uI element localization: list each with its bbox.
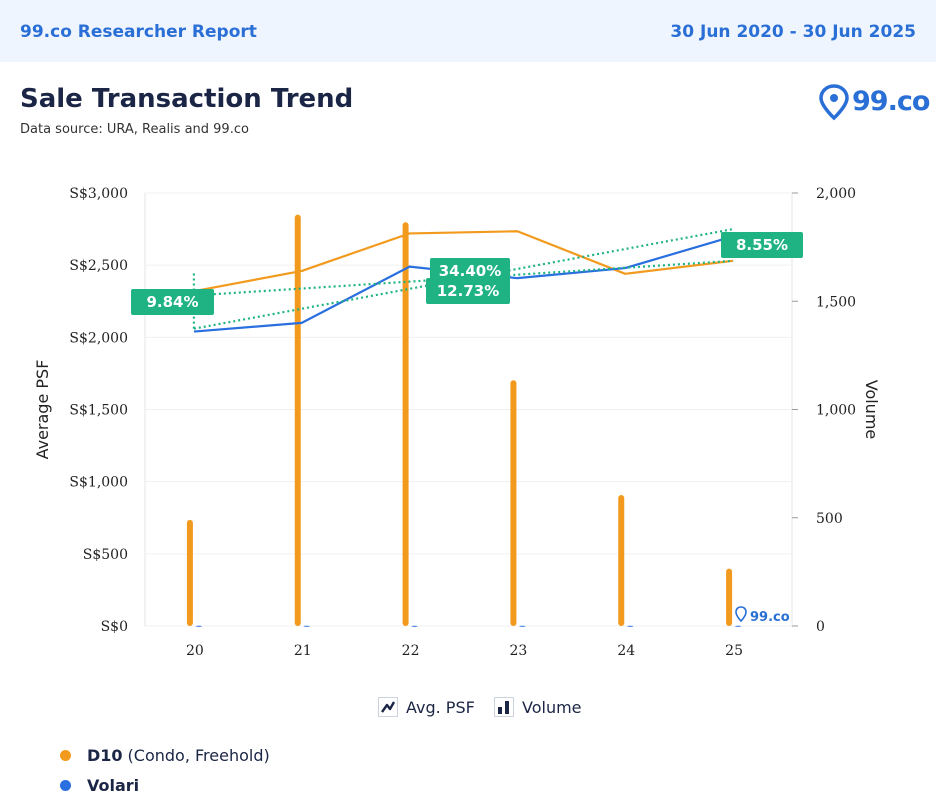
volume-bar-volari [195, 625, 202, 627]
y-tick-label: S$1,500 [69, 403, 128, 419]
x-tick-label: 25 [725, 643, 743, 659]
data-source: Data source: URA, Realis and 99.co [20, 122, 249, 137]
series-legend-d10[interactable]: D10 (Condo, Freehold) [60, 746, 270, 765]
change-badge-label: 8.55% [736, 236, 788, 254]
volume-bar-d10 [618, 495, 625, 626]
change-badge [721, 232, 803, 258]
y2-axis-title: Volume [862, 380, 881, 440]
volari-color-dot [60, 780, 71, 791]
x-tick-label: 21 [294, 643, 312, 659]
y2-tick-label: 0 [816, 619, 825, 635]
volume-bar-d10 [510, 380, 517, 626]
d10-detail: (Condo, Freehold) [127, 746, 270, 765]
y2-tick-label: 1,000 [816, 403, 856, 419]
volari-name: Volari [87, 776, 140, 795]
psf-line-d10 [193, 230, 734, 293]
volume-bar-volari [303, 625, 310, 627]
volume-bar-volari [519, 625, 526, 627]
legend-volume-label: Volume [522, 697, 582, 717]
report-header: 99.co Researcher Report 30 Jun 2020 - 30… [0, 0, 936, 62]
d10-color-dot [60, 750, 71, 761]
y2-tick-label: 500 [816, 511, 843, 527]
y-axis-title: Average PSF [33, 360, 52, 460]
bar-chart-icon [494, 697, 514, 717]
change-badge [430, 258, 510, 284]
page-title: Sale Transaction Trend [20, 84, 354, 114]
x-tick-label: 23 [510, 643, 528, 659]
legend-toggle-volume[interactable]: Volume [494, 697, 582, 717]
volume-bar-d10 [402, 222, 409, 626]
report-name: 99.co Researcher Report [20, 22, 257, 42]
change-badge-label: 12.73% [437, 282, 499, 300]
volume-bar-volari [411, 625, 418, 627]
change-badge-label: 34.40% [439, 262, 501, 280]
change-badge [426, 278, 510, 304]
location-pin-icon [819, 84, 849, 121]
watermark-logo: 99.co [750, 610, 790, 625]
line-chart-icon [378, 697, 398, 717]
legend-toggle-psf[interactable]: Avg. PSF [378, 697, 475, 717]
change-badge [131, 289, 214, 315]
y-tick-label: S$2,000 [69, 330, 128, 346]
change-badge-label: 9.84% [146, 293, 198, 311]
legend-psf-label: Avg. PSF [406, 697, 475, 717]
volume-bar-d10 [294, 214, 301, 626]
y-tick-label: S$500 [83, 547, 128, 563]
x-tick-label: 22 [402, 643, 420, 659]
y-tick-label: S$3,000 [69, 186, 128, 202]
x-tick-label: 24 [617, 643, 635, 659]
y-tick-label: S$0 [101, 619, 128, 635]
date-range: 30 Jun 2020 - 30 Jun 2025 [670, 22, 916, 42]
brand-logo: 99.co [852, 86, 930, 117]
series-legend-volari[interactable]: Volari [60, 776, 144, 795]
volume-bar-d10 [186, 519, 193, 626]
y-tick-label: S$2,500 [69, 258, 128, 274]
x-tick-label: 20 [186, 643, 204, 659]
d10-name: D10 [87, 746, 123, 765]
y2-tick-label: 1,500 [816, 294, 856, 310]
y2-tick-label: 2,000 [816, 186, 856, 202]
watermark-pin-icon [735, 606, 747, 623]
volume-bar-volari [627, 625, 634, 627]
sale-transaction-chart: S$0 S$500 S$1,000 S$1,500 S$2,000 S$2,500 S$3,… [33, 186, 881, 659]
y-tick-label: S$1,000 [69, 475, 128, 491]
volume-bar-volari [735, 625, 742, 627]
volume-bar-d10 [726, 568, 733, 626]
trend-line [193, 228, 734, 330]
